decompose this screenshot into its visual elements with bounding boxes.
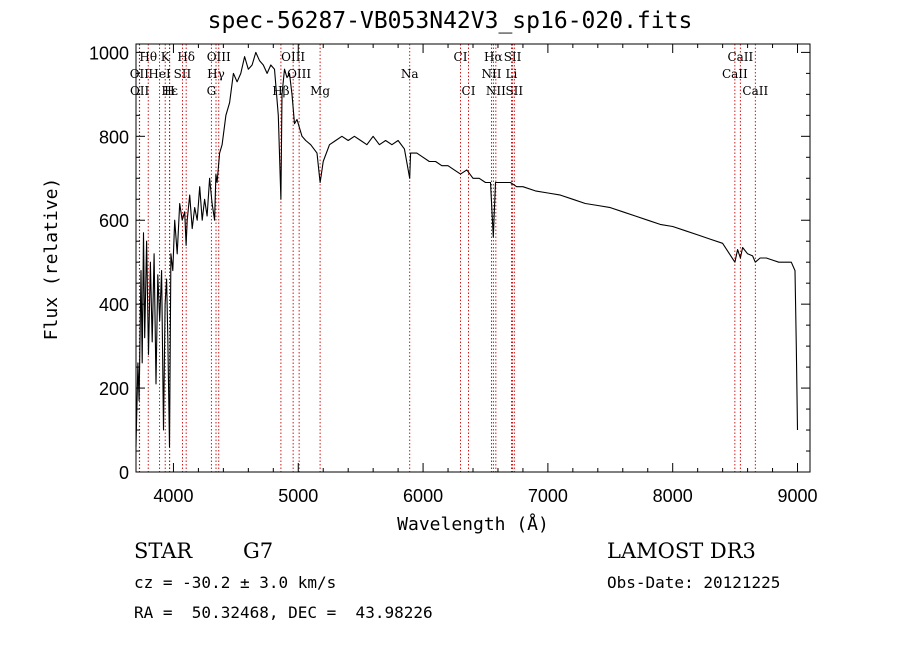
line-label-22: Hβ bbox=[272, 84, 289, 98]
line-label-25: NII bbox=[486, 84, 506, 98]
y-tick-label-1: 200 bbox=[99, 379, 129, 399]
line-label-10: HeI bbox=[148, 67, 171, 81]
line-label-14: Na bbox=[401, 67, 419, 81]
line-label-24: CI bbox=[462, 84, 476, 98]
line-label-17: CaII bbox=[722, 67, 748, 81]
observation-date: Obs-Date: 20121225 bbox=[607, 573, 781, 592]
line-label-23: Mg bbox=[310, 84, 330, 98]
x-tick-label-1: 5000 bbox=[278, 486, 318, 506]
x-axis-label: Wavelength (Å) bbox=[397, 513, 549, 535]
coordinates: RA = 50.32468, DEC = 43.98226 bbox=[134, 603, 433, 622]
y-axis: 0 200 400 600 800 1000 bbox=[89, 43, 810, 483]
x-tick-label-5: 9000 bbox=[777, 486, 817, 506]
x-tick-label-4: 8000 bbox=[653, 486, 693, 506]
y-tick-label-3: 600 bbox=[99, 211, 129, 231]
line-label-16: Li bbox=[506, 67, 518, 81]
line-label-9: OII bbox=[130, 67, 150, 81]
line-label-12: Hγ bbox=[207, 67, 225, 81]
y-tick-label-2: 400 bbox=[99, 295, 129, 315]
x-tick-label-0: 4000 bbox=[153, 486, 193, 506]
line-label-3: OIII bbox=[207, 50, 231, 64]
x-axis: 4000 5000 6000 7000 8000 9000 bbox=[153, 44, 818, 506]
emission-line-markers bbox=[138, 44, 756, 472]
object-class: STAR bbox=[134, 539, 193, 563]
line-label-27: CaII bbox=[742, 84, 768, 98]
line-label-6: Hα bbox=[484, 50, 503, 64]
plot-frame bbox=[135, 43, 811, 473]
x-tick-label-2: 6000 bbox=[403, 486, 443, 506]
y-tick-label-0: 0 bbox=[119, 463, 129, 483]
spectrum-series bbox=[135, 51, 799, 448]
line-label-7: SII bbox=[504, 50, 522, 64]
line-label-0: Hθ bbox=[139, 50, 157, 64]
y-axis-label: Flux (relative) bbox=[41, 178, 62, 341]
line-label-4: OIII bbox=[281, 50, 305, 64]
line-label-20: H bbox=[164, 84, 174, 98]
line-label-11: SII bbox=[174, 67, 192, 81]
line-label-26: SII bbox=[505, 84, 523, 98]
line-label-8: CaII bbox=[727, 50, 753, 64]
y-tick-label-4: 800 bbox=[99, 127, 129, 147]
chart-title: spec-56287-VB053N42V3_sp16-020.fits bbox=[207, 8, 693, 34]
x-tick-label-3: 7000 bbox=[528, 486, 568, 506]
y-tick-label-5: 1000 bbox=[89, 43, 129, 63]
line-label-19: Hε bbox=[161, 84, 178, 98]
survey-name: LAMOST DR3 bbox=[607, 539, 756, 563]
line-label-15: NII bbox=[481, 67, 501, 81]
line-label-13: OIII bbox=[287, 67, 311, 81]
object-subclass: G7 bbox=[243, 539, 274, 563]
line-label-5: CI bbox=[454, 50, 468, 64]
line-label-2: Hδ bbox=[177, 50, 195, 64]
redshift-cz: cz = -30.2 ± 3.0 km/s bbox=[134, 573, 337, 592]
line-label-1: K bbox=[161, 50, 171, 64]
line-label-18: OII bbox=[130, 84, 150, 98]
line-label-21: G bbox=[207, 84, 217, 98]
